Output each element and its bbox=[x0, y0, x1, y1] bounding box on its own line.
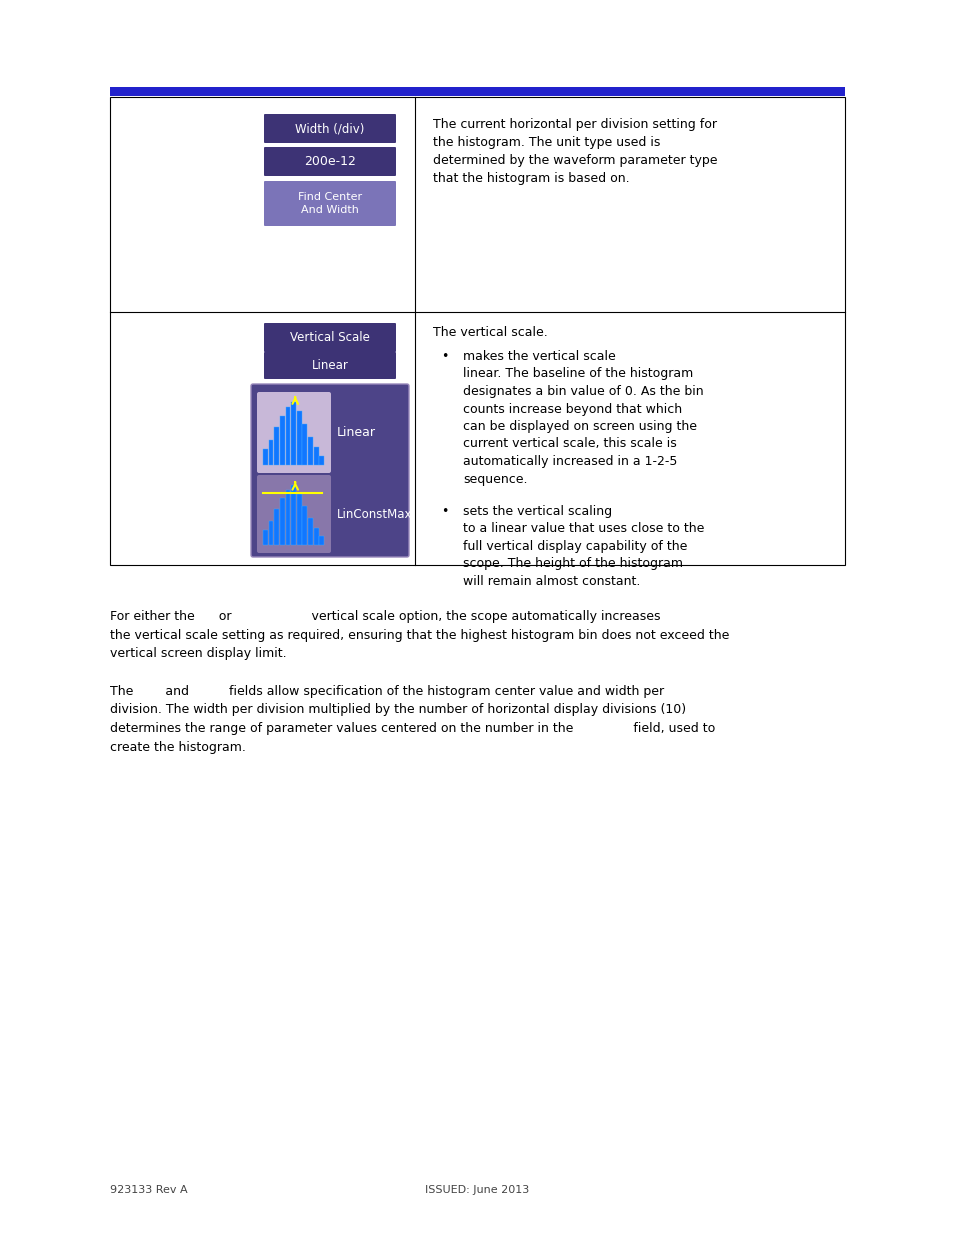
Bar bbox=[285, 490, 290, 545]
Bar bbox=[291, 403, 295, 466]
Bar bbox=[314, 529, 318, 545]
FancyBboxPatch shape bbox=[256, 391, 331, 473]
Bar bbox=[291, 485, 295, 545]
Bar bbox=[263, 450, 268, 466]
FancyBboxPatch shape bbox=[264, 324, 395, 352]
Bar bbox=[296, 494, 301, 545]
Bar bbox=[269, 440, 274, 466]
Bar bbox=[274, 427, 279, 466]
Text: ISSUED: June 2013: ISSUED: June 2013 bbox=[424, 1186, 529, 1195]
Text: The vertical scale.: The vertical scale. bbox=[433, 326, 547, 338]
Text: For either the      or                    vertical scale option, the scope autom: For either the or vertical scale option,… bbox=[110, 610, 729, 659]
Text: •: • bbox=[440, 350, 448, 363]
FancyBboxPatch shape bbox=[251, 384, 409, 557]
Bar bbox=[110, 98, 844, 564]
FancyBboxPatch shape bbox=[256, 475, 331, 553]
Bar bbox=[285, 408, 290, 466]
Text: Width (/div): Width (/div) bbox=[295, 122, 364, 135]
Bar bbox=[279, 416, 284, 466]
Bar bbox=[269, 521, 274, 545]
Text: The current horizontal per division setting for
the histogram. The unit type use: The current horizontal per division sett… bbox=[433, 119, 717, 185]
Bar bbox=[308, 437, 313, 466]
Bar bbox=[319, 536, 324, 545]
Bar bbox=[263, 530, 268, 545]
Text: Linear: Linear bbox=[312, 359, 348, 372]
Bar bbox=[279, 498, 284, 545]
FancyBboxPatch shape bbox=[264, 114, 395, 143]
Text: The        and          fields allow specification of the histogram center value: The and fields allow specification of th… bbox=[110, 685, 715, 753]
Text: 923133 Rev A: 923133 Rev A bbox=[110, 1186, 188, 1195]
Text: Vertical Scale: Vertical Scale bbox=[290, 331, 370, 345]
FancyBboxPatch shape bbox=[264, 182, 395, 226]
Bar bbox=[274, 509, 279, 545]
Bar bbox=[314, 447, 318, 466]
Text: LinConstMax: LinConstMax bbox=[336, 508, 412, 520]
Text: Find Center
And Width: Find Center And Width bbox=[297, 191, 362, 215]
Text: •: • bbox=[440, 505, 448, 517]
FancyBboxPatch shape bbox=[264, 147, 395, 177]
Bar bbox=[302, 506, 307, 545]
Text: 200e-12: 200e-12 bbox=[304, 156, 355, 168]
Text: makes the vertical scale
linear. The baseline of the histogram
designates a bin : makes the vertical scale linear. The bas… bbox=[462, 350, 703, 485]
Bar bbox=[302, 424, 307, 466]
FancyBboxPatch shape bbox=[264, 352, 395, 379]
Bar bbox=[110, 86, 844, 96]
Bar bbox=[308, 517, 313, 545]
Bar bbox=[296, 411, 301, 466]
Bar bbox=[319, 456, 324, 466]
Text: Linear: Linear bbox=[336, 426, 375, 438]
Text: sets the vertical scaling
to a linear value that uses close to the
full vertical: sets the vertical scaling to a linear va… bbox=[462, 505, 703, 588]
